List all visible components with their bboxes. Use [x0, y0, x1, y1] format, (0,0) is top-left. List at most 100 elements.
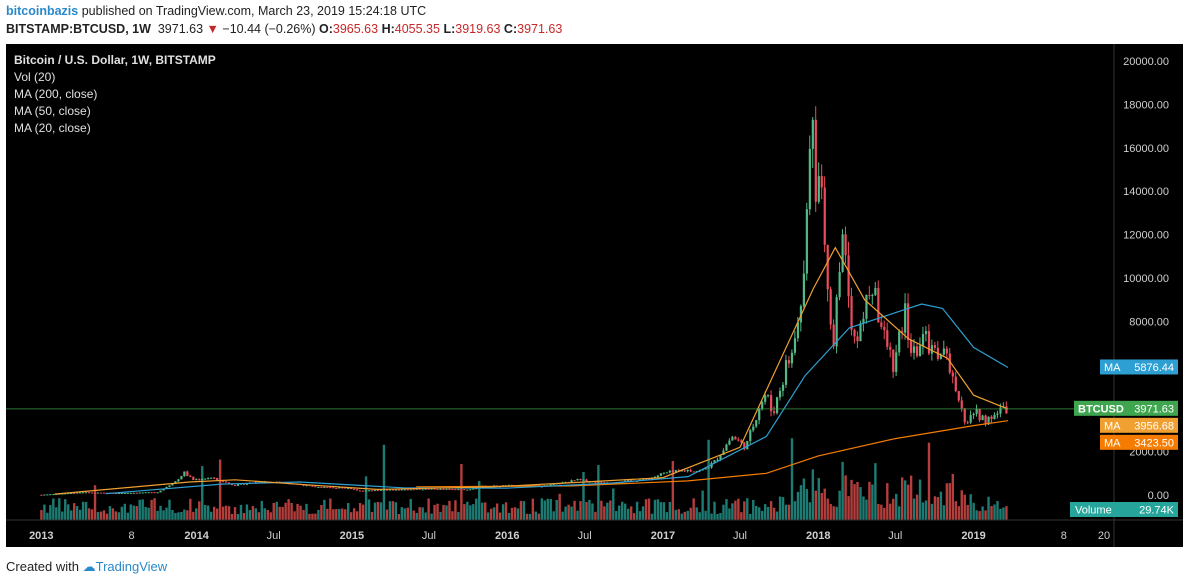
volume-bar [618, 505, 621, 520]
legend-volume[interactable]: Vol (20) [14, 70, 55, 84]
chart-frame[interactable]: 0.002000.004000.006000.008000.0010000.00… [6, 44, 1183, 547]
candle-body [156, 492, 159, 494]
volume-bar [475, 498, 478, 520]
volume-bar [790, 438, 794, 520]
volume-bar [281, 506, 284, 520]
candle-body [820, 176, 823, 188]
candle-body [379, 489, 383, 491]
volume-bar [436, 503, 439, 520]
volume-bar [707, 439, 710, 520]
volume-bar [817, 478, 820, 520]
volume-bar [224, 505, 228, 520]
candle-body [382, 489, 386, 491]
author-link[interactable]: bitcoinbazis [6, 4, 79, 18]
candle-body [790, 352, 794, 364]
candle-body [49, 494, 52, 496]
volume-bar [692, 498, 695, 520]
candle-body [302, 484, 305, 486]
volume-bar [141, 499, 144, 520]
candle-body [469, 489, 472, 491]
volume-bar [886, 483, 889, 520]
candle-body [627, 480, 630, 482]
volume-bar [537, 513, 541, 520]
open-value: 3965.63 [332, 22, 379, 36]
open-label: O: [319, 22, 333, 36]
candle-body [838, 272, 841, 298]
price-tag [1100, 359, 1178, 375]
volume-bar [251, 506, 255, 520]
candle-body [201, 479, 204, 481]
volume-bar [889, 503, 892, 520]
volume-bar [668, 502, 672, 520]
candle-body [430, 488, 433, 490]
volume-bar [388, 501, 392, 520]
volume-bar [740, 512, 743, 520]
volume-bar [781, 497, 785, 520]
price-axis-tick: 14000.00 [1123, 186, 1169, 198]
volume-bar [171, 509, 174, 520]
candle-body [677, 470, 680, 472]
volume-bar [793, 501, 797, 520]
tradingview-logo-icon[interactable]: ☁ [82, 559, 96, 574]
price-chart[interactable]: 0.002000.004000.006000.008000.0010000.00… [6, 44, 1183, 547]
volume-bar [567, 504, 570, 520]
volume-bar [296, 503, 299, 520]
volume-bar [323, 499, 326, 520]
legend-ma20[interactable]: MA (20, close) [14, 121, 91, 135]
time-axis-tick: 2019 [961, 530, 985, 542]
volume-bar [427, 498, 430, 520]
volume-bar [84, 502, 88, 520]
candle-body [898, 331, 901, 353]
time-axis[interactable]: 2013 8 2014 Jul 2015 Jul 2016 Jul 2017 Jul 2018 Jul… [29, 530, 1110, 542]
volume-bar [588, 499, 591, 520]
candle-body [70, 492, 73, 494]
candle-body [198, 479, 201, 481]
candle-body [784, 360, 788, 385]
volume-bar [638, 511, 642, 520]
candle-body [945, 348, 948, 354]
volume-bar [874, 463, 877, 520]
candle-body [341, 487, 344, 489]
candle-body [901, 331, 904, 333]
candle-body [972, 413, 975, 416]
candle-body [52, 494, 55, 496]
candle-body [347, 488, 350, 490]
volume-bar [415, 512, 418, 520]
legend-ma50[interactable]: MA (50, close) [14, 104, 91, 118]
candle-body [787, 360, 791, 364]
candle-body [466, 489, 469, 491]
volume-bar [749, 513, 752, 520]
volume-bar [844, 475, 847, 520]
candle-body [448, 488, 451, 490]
legend-ma200[interactable]: MA (200, close) [14, 87, 97, 101]
price-axis-tick: 18000.00 [1123, 99, 1169, 111]
candle-body [665, 472, 668, 474]
volume-bar [364, 476, 368, 520]
candle-body [326, 487, 329, 489]
close-value: 3971.63 [517, 22, 563, 36]
volume-bar [510, 507, 514, 520]
candle-body [64, 493, 67, 495]
tradingview-brand[interactable]: TradingView [95, 559, 168, 574]
volume-bar [519, 500, 523, 520]
candle-body [204, 478, 207, 480]
volume-bar [737, 498, 740, 520]
candle-body [439, 488, 442, 490]
candle-body [245, 483, 249, 485]
volume-bar [498, 512, 502, 520]
candle-body [683, 470, 686, 472]
volume-bar [326, 508, 329, 520]
volume-bar [382, 444, 386, 520]
volume-bar [924, 500, 928, 520]
candle-body [746, 441, 749, 450]
volume-bar [451, 511, 454, 520]
volume-bar [209, 511, 213, 520]
candle-body [412, 489, 415, 491]
candle-body [323, 487, 326, 489]
candle-body [147, 492, 150, 494]
volume-bar [183, 509, 186, 520]
candle-body [841, 234, 844, 273]
candle-body [984, 415, 987, 425]
volume-bar [966, 504, 969, 520]
volume-bar [629, 506, 633, 520]
